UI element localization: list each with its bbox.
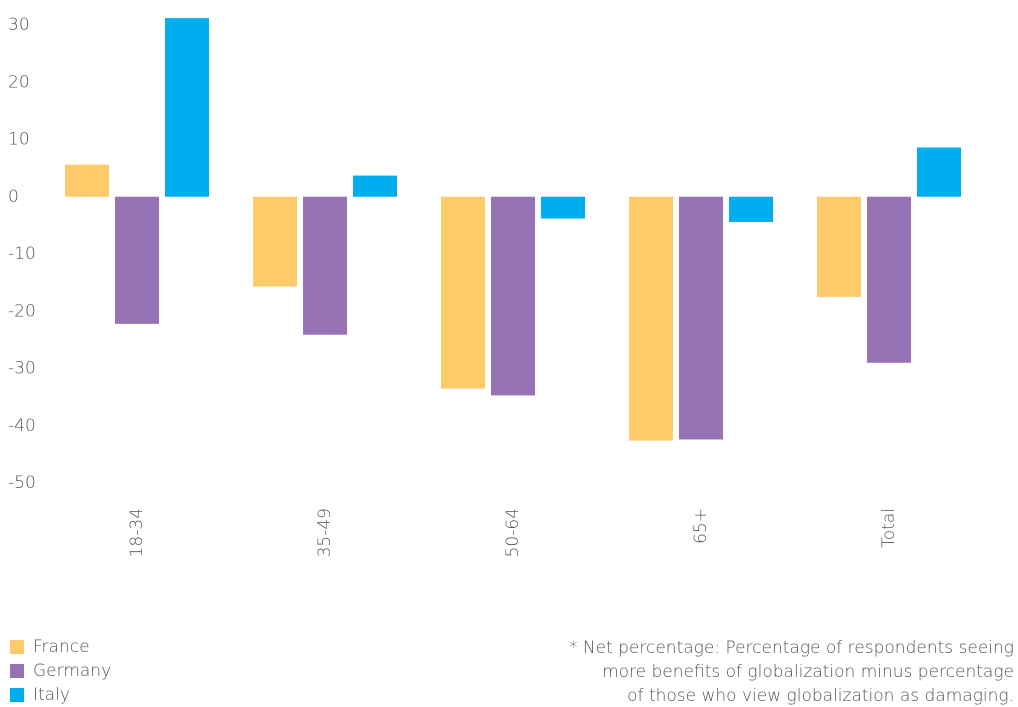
bar — [817, 196, 861, 297]
y-tick-label: 10 — [8, 130, 30, 150]
bar — [541, 196, 585, 219]
bar — [165, 18, 209, 197]
y-tick-label: 20 — [8, 72, 30, 92]
bar — [867, 196, 911, 363]
y-tick-label: -30 — [8, 359, 36, 379]
x-tick-label: 65+ — [691, 508, 711, 544]
footnote: * Net percentage: Percentage of responde… — [569, 638, 1014, 658]
legend-swatch — [10, 664, 24, 678]
bar — [629, 196, 673, 441]
bar — [65, 164, 109, 197]
y-tick-label: -50 — [8, 473, 36, 493]
x-tick-label: Total — [879, 508, 899, 548]
bar — [917, 147, 961, 197]
y-tick-label: -20 — [8, 301, 36, 321]
legend-label: Italy — [33, 685, 70, 705]
bar — [729, 196, 773, 222]
y-tick-label: -10 — [8, 244, 36, 264]
y-tick-label: 30 — [8, 15, 30, 35]
bar — [491, 196, 535, 396]
footnote: of those who view globalization as damag… — [627, 686, 1014, 706]
bar — [303, 196, 347, 335]
x-tick-label: 35-49 — [315, 508, 335, 557]
bar — [253, 196, 297, 287]
footnote: more benefits of globalization minus per… — [602, 662, 1014, 682]
x-tick-label: 50-64 — [503, 508, 523, 557]
y-tick-label: -40 — [8, 416, 36, 436]
x-tick-label: 18-34 — [127, 508, 147, 557]
y-tick-label: 0 — [8, 187, 19, 207]
bar — [353, 175, 397, 197]
bar — [679, 196, 723, 440]
legend-swatch — [10, 688, 24, 702]
legend-label: Germany — [33, 661, 111, 681]
legend-swatch — [10, 640, 24, 654]
legend-label: France — [33, 637, 90, 657]
bar — [441, 196, 485, 389]
bar — [115, 196, 159, 324]
